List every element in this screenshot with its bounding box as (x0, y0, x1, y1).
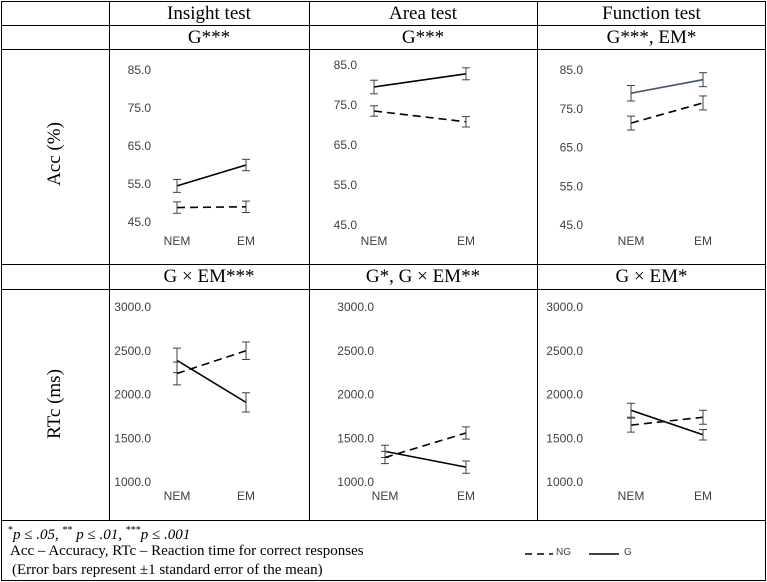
y-tick-label: 55.0 (128, 177, 152, 191)
series-line-g (176, 164, 247, 187)
x-tick-label: EM (457, 234, 475, 248)
y-tick-label: 65.0 (560, 141, 584, 155)
series-line-g (373, 73, 467, 88)
x-tick-label: NEM (618, 234, 645, 248)
abbreviation-note: Acc – Accuracy, RTc – Reaction time for … (10, 543, 364, 559)
x-tick-label: NEM (361, 234, 388, 248)
x-tick-label: NEM (618, 489, 645, 503)
column-header-function: Function test (602, 3, 701, 24)
series-line-ng (176, 206, 247, 209)
series-line-ng (630, 416, 704, 426)
y-tick-label: 2500.0 (337, 344, 374, 358)
acc-effect-insight: G*** (187, 27, 231, 48)
legend-ng-label: NG (556, 547, 571, 558)
y-tick-label: 75.0 (560, 102, 584, 116)
column-header-insight: Insight test (167, 3, 251, 24)
x-tick-label: EM (694, 489, 712, 503)
note-p1: p ≤ .05, (13, 527, 63, 543)
y-tick-label: 55.0 (560, 179, 584, 193)
y-tick-label: 1500.0 (546, 431, 583, 445)
series-line-g (630, 409, 704, 436)
y-tick-label: 3000.0 (546, 300, 583, 314)
divider (1, 49, 766, 50)
y-tick-label: 3000.0 (114, 300, 151, 314)
y-tick-label: 85.0 (128, 63, 152, 77)
y-tick-label: 65.0 (334, 138, 358, 152)
series-line-g (384, 450, 467, 468)
divider (1, 264, 766, 265)
note-p2: p ≤ .01, (72, 527, 126, 543)
x-tick-label: EM (237, 234, 255, 248)
series-line-ng (630, 102, 704, 124)
x-tick-label: NEM (372, 489, 399, 503)
y-tick-label: 55.0 (334, 178, 358, 192)
legend-g-label: G (624, 547, 632, 558)
note-p3: p ≤ .001 (140, 527, 191, 543)
note-star-1: * (8, 525, 13, 536)
significance-note: *p ≤ .05, ** p ≤ .01, ***p ≤ .001 (8, 522, 190, 544)
rt-effect-insight: G × EM*** (163, 266, 255, 287)
y-tick-label: 1500.0 (114, 431, 151, 445)
x-tick-label: NEM (164, 234, 191, 248)
errorbar-note: (Error bars represent ±1 standard error … (12, 562, 323, 578)
rt-effect-function: G × EM* (615, 266, 688, 287)
y-tick-label: 1000.0 (114, 475, 151, 489)
column-header-area: Area test (388, 3, 458, 24)
divider (109, 1, 110, 520)
legend-lines (525, 553, 619, 555)
series-line-g (630, 78, 704, 95)
y-tick-label: 75.0 (128, 101, 152, 115)
y-tick-label: 2000.0 (114, 388, 151, 402)
y-tick-label: 85.0 (560, 63, 584, 77)
series-line-g (176, 359, 247, 404)
divider (1, 25, 766, 26)
series-line-ng (373, 110, 467, 123)
x-tick-label: EM (237, 489, 255, 503)
y-tick-label: 1500.0 (337, 431, 374, 445)
y-tick-label: 2000.0 (546, 388, 583, 402)
series-line-ng (176, 349, 247, 375)
divider (309, 1, 310, 520)
x-tick-label: NEM (164, 489, 191, 503)
rt-effect-area: G*, G × EM** (365, 266, 481, 287)
y-tick-label: 1000.0 (337, 475, 374, 489)
y-tick-label: 2000.0 (337, 388, 374, 402)
divider (1, 520, 766, 521)
acc-effect-area: G*** (401, 27, 445, 48)
divider (537, 1, 538, 520)
y-tick-label: 85.0 (334, 58, 358, 72)
y-tick-label: 2500.0 (546, 344, 583, 358)
y-tick-label: 3000.0 (337, 300, 374, 314)
y-tick-label: 45.0 (560, 218, 584, 232)
note-star-2: ** (62, 525, 73, 536)
y-tick-label: 75.0 (334, 98, 358, 112)
y-tick-label: 1000.0 (546, 475, 583, 489)
series-line-ng (384, 432, 467, 459)
y-tick-label: 65.0 (128, 139, 152, 153)
y-tick-label: 45.0 (334, 218, 358, 232)
acc-effect-function: G***, EM* (606, 27, 697, 48)
x-tick-label: EM (694, 234, 712, 248)
y-tick-label: 45.0 (128, 215, 152, 229)
divider (1, 289, 766, 290)
note-star-3: *** (125, 525, 141, 536)
x-tick-label: EM (457, 489, 475, 503)
y-tick-label: 2500.0 (114, 344, 151, 358)
